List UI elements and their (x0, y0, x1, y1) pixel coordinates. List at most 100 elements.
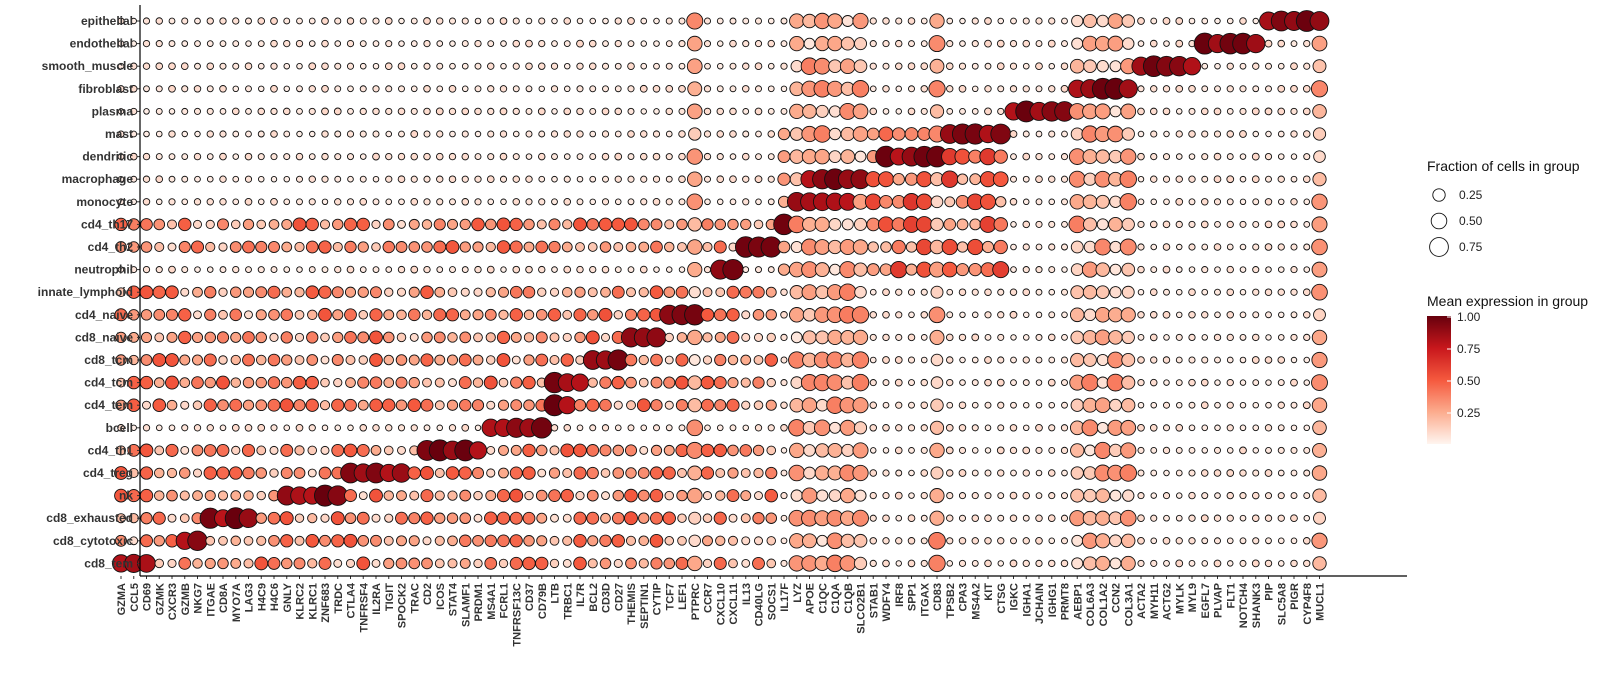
dot-innate_lymphoid-TNFRSF4 (357, 286, 369, 298)
dot-bcell-GZMK (155, 424, 163, 432)
dot-cd4_tcm-COL3A1 (1121, 375, 1136, 390)
dot-nk-PTPRC (686, 487, 703, 504)
dot-neutrophil-STAT4 (449, 266, 456, 274)
dot-cd4_th1-THEMIS (624, 444, 638, 457)
dot-fibroblast-MUCL1 (1310, 80, 1329, 98)
dot-bcell-C1QB (839, 419, 856, 436)
dot-cd8_tcm-KLRC1 (306, 354, 319, 366)
dot-plasma-EGFL7 (1200, 107, 1209, 116)
dot-cd8_tem-TRBC1 (562, 559, 572, 568)
dot-epithelial-CD79B (538, 17, 546, 25)
dot-cd8_exhausted-IL7R (573, 511, 587, 525)
dot-cd8_tcm-TCF7 (664, 355, 674, 365)
dot-dendritic-CD2 (423, 152, 431, 161)
dot-cd4_tcm-TCF7 (663, 376, 676, 389)
dot-neutrophil-NKG7 (194, 266, 201, 273)
dot-cd4_th17-SPOCK2 (397, 219, 406, 229)
dot-cd8_tem-MS4A1 (484, 557, 498, 570)
dot-epithelial-MS4A1 (487, 17, 495, 25)
dot-mast-TIGIT (385, 130, 393, 138)
dot-fibroblast-ICOS (436, 85, 444, 93)
x-label-IGHG1: IGHG1 (1047, 583, 1059, 617)
dot-cd8_tcm-PIGR (1290, 356, 1298, 364)
dot-cd4_th17-CYTIP (650, 218, 663, 231)
dot-cd8_cytotoxic-MYO7A (230, 535, 241, 547)
dot-nk-MUCL1 (1312, 488, 1327, 503)
dot-macrophage-CD79B (538, 175, 546, 183)
dot-fibroblast-GZMB (181, 85, 189, 93)
dot-dendritic-PRDM1 (474, 153, 482, 161)
dot-cd4_th1-TNFRSF13C (510, 444, 522, 456)
dot-cd8_cytotoxic-IL7R (573, 534, 587, 548)
dot-endothelial-MS4A2 (971, 40, 979, 48)
dot-cd8_naive-MUCL1 (1311, 329, 1328, 346)
dot-cd4_tem-TRAC (407, 398, 422, 413)
dot-cd4_th2-CD8A (218, 242, 228, 252)
dot-cd8_cytotoxic-CD83 (928, 531, 946, 550)
dot-plasma-MYO7A (231, 107, 240, 116)
dot-cd8_exhausted-IL13 (740, 513, 751, 524)
dot-macrophage-STAT4 (448, 175, 457, 183)
dot-monocyte-BCL2 (589, 198, 596, 206)
dot-mast-GZMA (117, 130, 125, 138)
dot-cd8_tem-MYH11 (1150, 559, 1158, 567)
dot-neutrophil-CYTIP (653, 266, 660, 273)
dot-cd8_tem-SLCO2B1 (853, 556, 868, 571)
x-label-CTLA4: CTLA4 (346, 582, 358, 618)
dot-cd8_tcm-TPSB2 (946, 356, 954, 364)
dot-nk-MS4A2 (971, 492, 979, 500)
dot-cd8_cytotoxic-TPSB2 (946, 537, 954, 545)
dot-fibroblast-IGHA1 (1022, 85, 1030, 93)
x-label-CD2: CD2 (422, 583, 434, 605)
dot-cd8_naive-C1QA (827, 329, 843, 346)
dot-cd4_th17-EGFL7 (1200, 220, 1209, 229)
dot-smooth_muscle-MYL9 (1182, 57, 1202, 76)
dot-cd4_naive-ICOS (433, 308, 447, 322)
dot-cd8_cytotoxic-CD8A (218, 535, 228, 546)
dot-cd4_naive-CYP4F8 (1303, 311, 1311, 319)
dot-cd8_naive-STAT4 (447, 332, 458, 343)
dot-fibroblast-CXCR3 (168, 84, 176, 93)
dot-cd4_tem-CD8A (217, 399, 229, 412)
dot-cd4_treg-NOTCH4 (1239, 469, 1247, 477)
dot-cd4_tcm-ITGAE (204, 376, 216, 389)
dot-plasma-BCL2 (589, 107, 597, 115)
dot-epithelial-MS4A2 (971, 17, 979, 25)
dot-bcell-THEMIS (627, 424, 635, 432)
dot-cd4_treg-LTB (548, 467, 561, 479)
dot-smooth_muscle-CTLA4 (346, 62, 355, 70)
dot-neutrophil-TRDC (334, 265, 342, 274)
dot-bcell-COL3A1 (1120, 419, 1137, 436)
dot-innate_lymphoid-LYZ (789, 285, 804, 300)
dot-fibroblast-KLRC2 (296, 85, 303, 93)
dot-cd4_tem-COL1A2 (1094, 397, 1111, 414)
dot-cd8_tem-TNFRSF13C (509, 556, 523, 570)
dot-cd4_th17-IL7R (573, 217, 587, 232)
dot-cd4_naive-KIT (984, 311, 992, 319)
dot-dendritic-SEPTIN1 (640, 152, 648, 161)
x-label-SHANK3: SHANK3 (1251, 583, 1263, 628)
x-label-SLCO2B1: SLCO2B1 (856, 583, 868, 634)
dot-cd8_tcm-TRBC1 (560, 353, 574, 367)
dot-cd8_naive-MS4A1 (485, 332, 496, 343)
dot-epithelial-ITGAE (206, 17, 214, 25)
dot-cd8_cytotoxic-APOE (802, 533, 817, 549)
dot-innate_lymphoid-CD83 (930, 285, 944, 299)
dot-cd4_th17-GZMA (114, 217, 128, 232)
dot-monocyte-TRAC (410, 197, 419, 206)
dot-endothelial-IRF8 (895, 39, 903, 48)
dot-cd4_treg-SLCO2B1 (852, 464, 869, 482)
dot-neutrophil-CTLA4 (346, 265, 355, 274)
dot-plasma-CD3D (601, 107, 610, 116)
dot-cd4_tcm-CYP4F8 (1303, 379, 1310, 386)
dot-cd4_th2-CXCL10 (713, 240, 727, 254)
dot-cd4_th2-FLT1 (1226, 243, 1234, 251)
dot-smooth_muscle-KLRC2 (296, 62, 303, 70)
dot-cd8_exhausted-ACTG2 (1163, 514, 1170, 522)
dot-cd4_th17-ACTA2 (1137, 220, 1145, 228)
dot-bcell-PTPRC (686, 419, 704, 437)
dot-monocyte-CD3D (601, 198, 610, 206)
dot-nk-GZMK (154, 490, 165, 501)
dot-cd8_tem-LTB (549, 558, 560, 569)
y-label-epithelial: epithelial (81, 14, 133, 28)
